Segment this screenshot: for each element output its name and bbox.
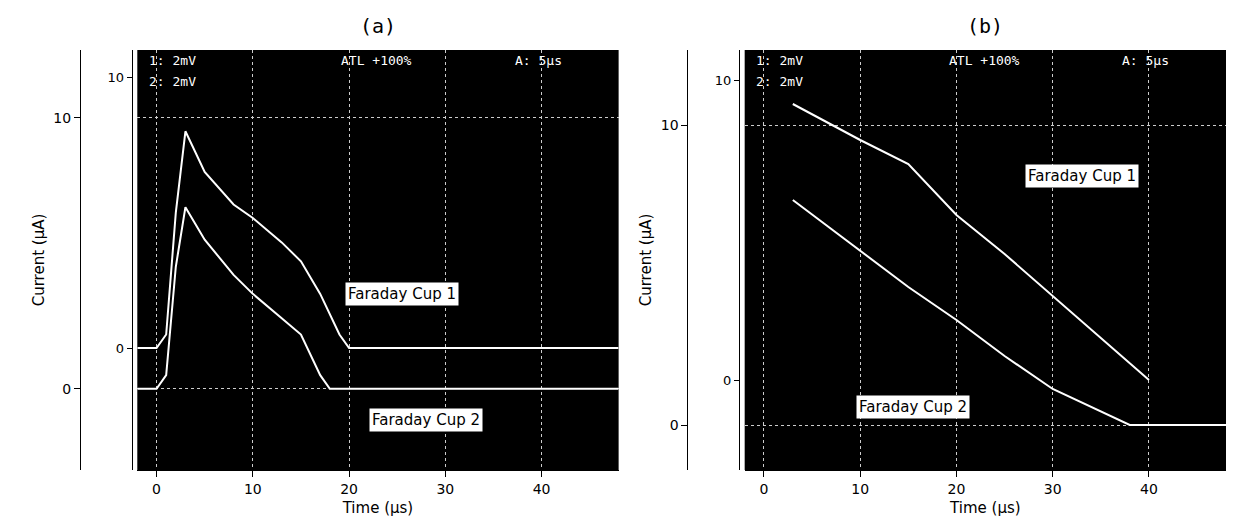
svg-text:10: 10 (53, 110, 71, 126)
svg-text:20: 20 (948, 481, 966, 497)
svg-text:A: 5μs: A: 5μs (515, 53, 562, 68)
svg-text:Faraday Cup 1: Faraday Cup 1 (348, 285, 456, 303)
svg-text:Current (μA): Current (μA) (30, 214, 48, 307)
svg-text:40: 40 (533, 481, 551, 497)
svg-text:30: 30 (436, 481, 454, 497)
svg-text:ATL +100%: ATL +100% (949, 53, 1020, 68)
svg-text:Faraday Cup 1: Faraday Cup 1 (1028, 167, 1136, 185)
svg-text:Faraday Cup 2: Faraday Cup 2 (372, 411, 480, 429)
svg-text:0: 0 (723, 373, 731, 388)
svg-text:Current (μA): Current (μA) (637, 214, 655, 307)
svg-text:Time (μs): Time (μs) (949, 499, 1021, 517)
svg-text:(a): (a) (360, 14, 396, 38)
svg-text:(b): (b) (967, 14, 1003, 38)
svg-text:1: 2mV: 1: 2mV (149, 53, 196, 68)
svg-text:0: 0 (116, 341, 124, 356)
svg-text:ATL +100%: ATL +100% (341, 53, 412, 68)
svg-text:0: 0 (759, 481, 768, 497)
svg-text:10: 10 (107, 70, 124, 85)
svg-text:2: 2mV: 2: 2mV (756, 74, 803, 89)
svg-text:0: 0 (62, 381, 71, 397)
svg-text:1: 2mV: 1: 2mV (756, 53, 803, 68)
svg-text:A: 5μs: A: 5μs (1122, 53, 1169, 68)
svg-text:Time (μs): Time (μs) (342, 499, 414, 517)
svg-text:2: 2mV: 2: 2mV (149, 74, 196, 89)
svg-text:0: 0 (152, 481, 161, 497)
svg-text:10: 10 (244, 481, 262, 497)
svg-text:Faraday Cup 2: Faraday Cup 2 (859, 398, 967, 416)
svg-text:10: 10 (661, 117, 679, 133)
svg-text:10: 10 (715, 73, 732, 88)
svg-text:10: 10 (851, 481, 869, 497)
svg-text:0: 0 (670, 417, 679, 433)
svg-text:30: 30 (1044, 481, 1062, 497)
svg-text:20: 20 (340, 481, 358, 497)
svg-text:40: 40 (1140, 481, 1158, 497)
